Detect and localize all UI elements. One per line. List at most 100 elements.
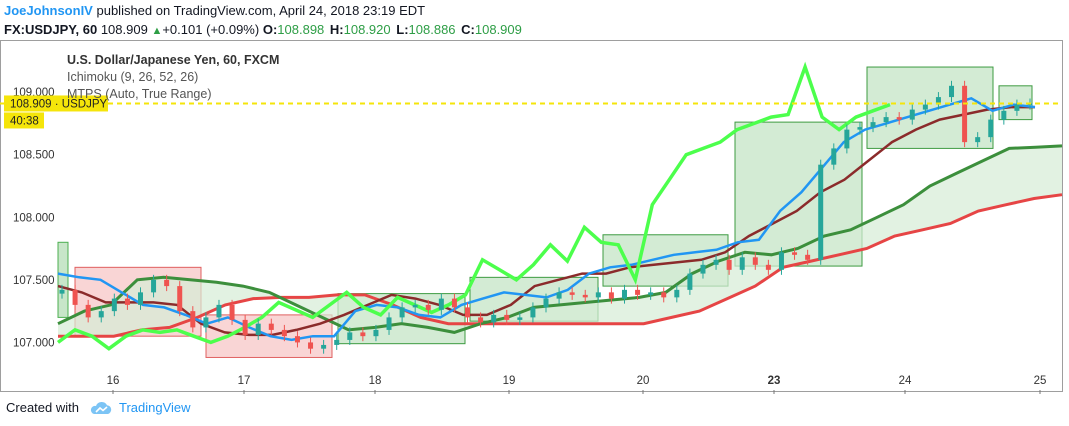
candle-body xyxy=(857,127,863,130)
candle-body xyxy=(1001,110,1007,120)
candle-body xyxy=(661,292,667,298)
candle-body xyxy=(164,279,170,287)
symbol-label: FX:USDJPY, 60 xyxy=(4,22,98,37)
candle-body xyxy=(373,329,379,337)
candle-body xyxy=(988,119,994,138)
y-tick-label: 107.000 xyxy=(13,337,55,349)
candle-body xyxy=(111,298,117,312)
candle-body xyxy=(844,129,850,149)
chart-header: JoeJohnsonIV published on TradingView.co… xyxy=(4,2,524,40)
price-badge-label: 108.909 · USDJPY xyxy=(10,98,107,110)
candle-body xyxy=(831,148,837,165)
x-tick-label: 23 xyxy=(768,375,781,387)
chart-legend: U.S. Dollar/Japanese Yen, 60, FXCM Ichim… xyxy=(67,53,279,101)
x-tick-label: 18 xyxy=(369,375,382,387)
published-text: published on TradingView.com, April 24, … xyxy=(96,3,426,18)
candle-body xyxy=(412,304,418,308)
candle-body xyxy=(674,289,680,298)
candle-body xyxy=(792,252,798,255)
x-tick-label: 25 xyxy=(1034,375,1047,387)
candle-body xyxy=(85,304,91,318)
footer: Created with TradingView xyxy=(6,400,191,415)
chart-area[interactable]: 107.000 107.500 108.000 108.500 109.000 16 17… xyxy=(0,40,1069,396)
countdown-badge-bg xyxy=(4,112,44,129)
chikou-span-line xyxy=(56,61,891,351)
candle-body xyxy=(739,257,745,270)
candle-body xyxy=(72,289,78,305)
candle-body xyxy=(530,307,536,318)
candle-body xyxy=(294,336,300,343)
candle-body xyxy=(360,332,366,337)
candle-body xyxy=(543,298,549,308)
candle-body xyxy=(648,292,654,295)
created-with-text: Created with xyxy=(6,400,79,415)
candle-body xyxy=(700,264,706,274)
candle-body xyxy=(399,307,405,318)
candle-body xyxy=(504,314,510,320)
y-tick-label: 108.500 xyxy=(13,150,55,162)
high-value: 108.920 xyxy=(343,22,391,37)
candle-body xyxy=(687,273,693,290)
candle-body xyxy=(491,314,497,323)
countdown-label: 40:38 xyxy=(10,115,39,127)
ichimoku-cloud xyxy=(58,145,1062,337)
candle-body xyxy=(818,164,824,260)
candle-body xyxy=(229,304,235,320)
close-label: C: xyxy=(461,22,475,37)
candle-body xyxy=(765,264,771,270)
candle-body xyxy=(321,344,327,349)
price-badge-bg xyxy=(4,95,108,112)
last-price: 108.909 xyxy=(100,22,148,37)
candle-body xyxy=(137,292,143,305)
price-badge: 108.909 · USDJPY 40:38 xyxy=(4,95,108,129)
candle-body xyxy=(451,298,457,308)
candle-body xyxy=(177,286,183,312)
price-box xyxy=(866,66,994,149)
symbol-line: FX:USDJPY, 60 108.909 ▲+0.101 (+0.09%) O… xyxy=(4,21,524,40)
open-value: 108.898 xyxy=(277,22,325,37)
y-tick-label: 107.500 xyxy=(13,275,55,287)
candle-body xyxy=(308,342,314,349)
candle-body xyxy=(608,292,614,299)
senkou-span-a-line xyxy=(57,144,1063,334)
x-tick-label: 24 xyxy=(899,375,912,387)
x-tick-label: 19 xyxy=(503,375,516,387)
price-box xyxy=(57,241,69,318)
candle-body xyxy=(962,85,968,143)
candle-body xyxy=(334,339,340,345)
candle-body xyxy=(883,117,889,123)
price-change: +0.101 (+0.09%) xyxy=(162,22,260,37)
candle-body xyxy=(124,298,130,305)
candle-body xyxy=(778,252,784,270)
candle-body xyxy=(582,294,588,298)
y-tick-label: 108.000 xyxy=(13,212,55,224)
candle-body xyxy=(478,317,484,323)
candle-body xyxy=(281,329,287,337)
candle-body xyxy=(726,259,732,270)
cloud-fill xyxy=(58,145,1062,337)
candle-body xyxy=(975,137,981,143)
tradingview-cloud-icon xyxy=(90,401,112,414)
x-tick-label: 20 xyxy=(637,375,650,387)
candle-body xyxy=(347,332,353,340)
candle-body xyxy=(569,292,575,295)
kijun-sen-line xyxy=(57,105,1035,337)
author-link[interactable]: JoeJohnsonIV xyxy=(4,3,93,18)
legend-ichimoku: Ichimoku (9, 26, 52, 26) xyxy=(67,70,198,84)
candle-body xyxy=(190,311,196,328)
tradingview-brand-link[interactable]: TradingView xyxy=(118,400,191,415)
candle-body xyxy=(909,109,915,120)
candle-body xyxy=(59,289,65,294)
candle-body xyxy=(595,292,601,298)
x-axis: 16 17 18 19 20 23 24 25 xyxy=(107,375,1047,394)
candle-body xyxy=(465,307,471,318)
legend-mtps: MTPS (Auto, True Range) xyxy=(67,87,212,101)
low-label: L: xyxy=(396,22,409,37)
senkou-span-b-line xyxy=(58,193,1063,338)
candle-body xyxy=(752,257,758,265)
close-value: 108.909 xyxy=(474,22,522,37)
candle-body xyxy=(216,304,222,318)
candle-body xyxy=(203,317,209,328)
candle-body xyxy=(896,117,902,120)
